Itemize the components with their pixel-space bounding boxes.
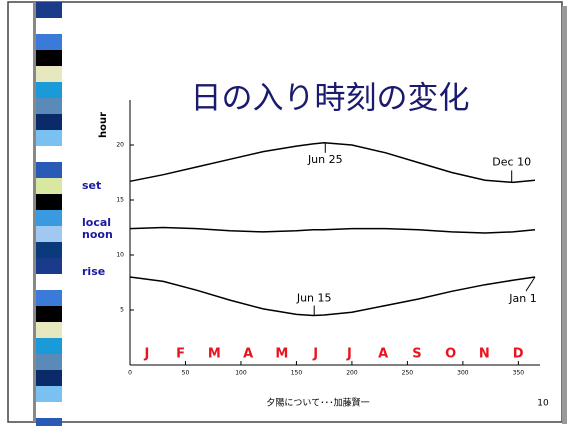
stripe-block bbox=[36, 242, 62, 258]
x-tick-label: 0 bbox=[128, 370, 132, 377]
x-tick-label: 100 bbox=[235, 370, 247, 377]
stripe-block bbox=[36, 98, 62, 114]
x-tick-label: 200 bbox=[346, 370, 358, 377]
month-label: J bbox=[143, 347, 149, 362]
stripe-block bbox=[36, 306, 62, 322]
y-tick-label: 15 bbox=[116, 197, 124, 204]
footer-text: 夕陽について･･･加藤賢一 bbox=[266, 397, 369, 409]
stripe-block bbox=[36, 290, 62, 306]
month-label: F bbox=[176, 347, 185, 362]
y-axis-label: hour bbox=[98, 112, 109, 138]
x-tick-label: 300 bbox=[457, 370, 469, 377]
stripe-block bbox=[36, 66, 62, 82]
x-tick-label: 150 bbox=[291, 370, 303, 377]
stripe-block bbox=[36, 322, 62, 338]
stripe-block bbox=[36, 338, 62, 354]
stripe-block bbox=[36, 178, 62, 194]
stripe-block bbox=[36, 50, 62, 66]
month-label: A bbox=[378, 347, 388, 362]
page-number: 10 bbox=[537, 399, 549, 409]
chart-title: 日の入り時刻の変化 bbox=[191, 81, 470, 117]
stripe-block bbox=[36, 34, 62, 50]
stripe-block bbox=[36, 194, 62, 210]
stripe-block bbox=[36, 114, 62, 130]
stripe-block bbox=[36, 370, 62, 386]
annotation: Dec 10 bbox=[492, 155, 531, 168]
stripe bbox=[33, 2, 62, 426]
month-label: J bbox=[346, 347, 352, 362]
stripe-block bbox=[36, 386, 62, 402]
series-label: rise bbox=[82, 265, 106, 278]
stripe-block bbox=[36, 146, 62, 162]
annotation: Jan 1 bbox=[508, 292, 536, 305]
stripe-block bbox=[36, 18, 62, 34]
y-tick-label: 10 bbox=[116, 252, 124, 259]
series-label: set bbox=[82, 179, 102, 193]
month-label: D bbox=[513, 347, 524, 362]
stripe-block bbox=[36, 226, 62, 242]
series-line bbox=[129, 276, 536, 317]
stripe-block bbox=[36, 210, 62, 226]
stripe-block bbox=[36, 258, 62, 274]
month-label: J bbox=[312, 347, 318, 362]
month-label: O bbox=[445, 347, 456, 362]
annotation: Jun 25 bbox=[307, 153, 343, 166]
stripe-block bbox=[36, 402, 62, 418]
stripe-edge bbox=[33, 2, 36, 422]
slide-frame bbox=[7, 1, 563, 423]
stripe-block bbox=[36, 418, 62, 426]
x-tick-label: 50 bbox=[182, 370, 190, 377]
y-tick-label: 5 bbox=[120, 307, 124, 314]
x-tick-label: 350 bbox=[513, 370, 525, 377]
x-tick-label: 250 bbox=[402, 370, 414, 377]
shadow bbox=[562, 6, 567, 424]
stripe-block bbox=[36, 130, 62, 146]
month-label: A bbox=[243, 347, 253, 362]
month-label: N bbox=[479, 347, 490, 362]
series-line bbox=[129, 142, 536, 184]
stripe-block bbox=[36, 82, 62, 98]
series-label: local noon bbox=[82, 215, 113, 241]
month-label: M bbox=[208, 347, 221, 362]
stripe-block bbox=[36, 274, 62, 290]
series-line bbox=[129, 226, 536, 234]
stripe-block bbox=[36, 162, 62, 178]
annotation: Jun 15 bbox=[296, 292, 332, 305]
stripe-block bbox=[36, 2, 62, 18]
stripe-block bbox=[36, 354, 62, 370]
annotation-pointer bbox=[525, 276, 536, 292]
month-label: M bbox=[275, 347, 288, 362]
month-label: S bbox=[412, 347, 421, 362]
y-tick-label: 20 bbox=[116, 142, 124, 149]
